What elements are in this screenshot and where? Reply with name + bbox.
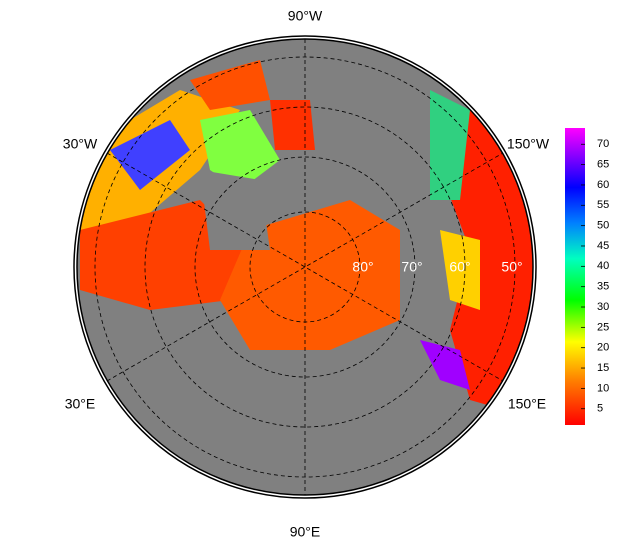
colorbar-tick-label: 15 xyxy=(597,362,609,374)
graticule xyxy=(94,39,516,495)
colorbar-tick-label: 35 xyxy=(597,281,609,293)
meridian-label: 150°E xyxy=(508,396,546,412)
map-border xyxy=(76,38,534,496)
colorbar-tick-label: 60 xyxy=(597,179,609,191)
latitude-label: 80° xyxy=(352,259,373,275)
meridian-label: 90°W xyxy=(288,8,323,24)
meridian-label: 30°W xyxy=(63,136,98,152)
latitude-label: 70° xyxy=(401,259,422,275)
colorbar-tick-label: 55 xyxy=(597,199,609,211)
map-disk xyxy=(73,35,537,499)
map-border-outer xyxy=(73,35,537,499)
meridian-label: 30°E xyxy=(65,396,96,412)
meridian-label: 90°E xyxy=(290,524,321,540)
latitude-label: 60° xyxy=(449,259,470,275)
colorbar xyxy=(565,128,585,425)
colorbar-tick-label: 50 xyxy=(597,220,609,232)
colorbar-tick-label: 30 xyxy=(597,301,609,313)
colorbar-tick-label: 40 xyxy=(597,260,609,272)
colorbar-tick-label: 5 xyxy=(597,403,603,415)
colorbar-tick-label: 20 xyxy=(597,342,609,354)
colorbar-tick-label: 45 xyxy=(597,240,609,252)
latitude-label: 50° xyxy=(501,259,522,275)
colorbar-tick-label: 70 xyxy=(597,138,609,150)
colorbar-tick-label: 25 xyxy=(597,321,609,333)
colorbar-tick-label: 10 xyxy=(597,382,609,394)
meridian-label: 150°W xyxy=(507,136,550,152)
colorbar-tick-label: 65 xyxy=(597,159,609,171)
